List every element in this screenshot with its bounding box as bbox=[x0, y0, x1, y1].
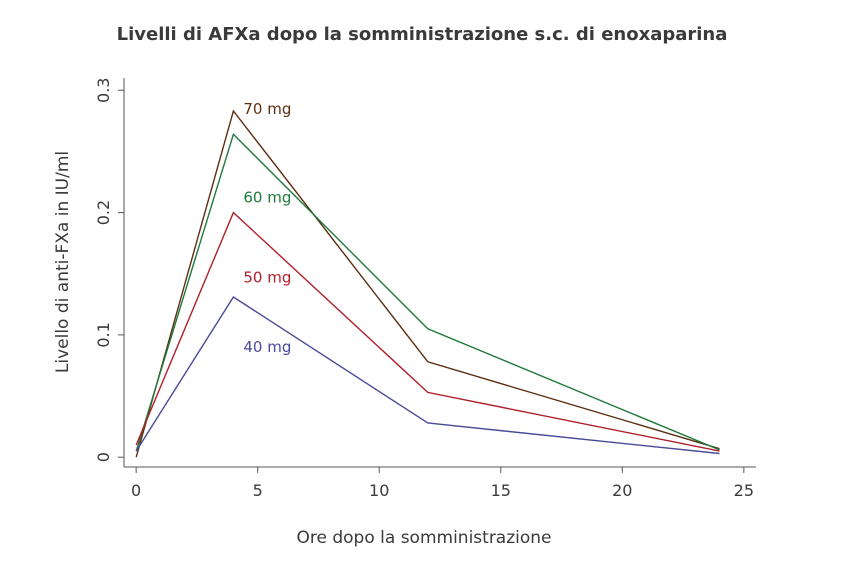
y-tick-label: 0 bbox=[94, 452, 113, 462]
x-ticks: 0 5 10 15 20 25 bbox=[131, 467, 754, 500]
axes bbox=[123, 78, 756, 468]
series-line-70-mg bbox=[135, 109, 720, 458]
series-line-40-mg bbox=[135, 296, 720, 455]
x-tick-label: 15 bbox=[491, 481, 511, 500]
x-tick-label: 25 bbox=[734, 481, 754, 500]
y-tick-label: 0.3 bbox=[94, 78, 113, 103]
x-tick-label: 0 bbox=[131, 481, 141, 500]
series-lines bbox=[135, 109, 720, 458]
series-line-60-mg bbox=[135, 132, 720, 452]
y-tick-label: 0.1 bbox=[94, 322, 113, 347]
y-axis-title: Livello di anti-FXa in IU/ml bbox=[53, 151, 73, 373]
x-axis-title: Ore dopo la somministrazione bbox=[297, 528, 552, 548]
series-labels: 70 mg 60 mg 50 mg 40 mg bbox=[243, 100, 291, 356]
x-tick-label: 10 bbox=[369, 481, 389, 500]
x-tick-label: 5 bbox=[253, 481, 263, 500]
series-label-40-mg: 40 mg bbox=[243, 338, 291, 356]
series-label-70-mg: 70 mg bbox=[243, 100, 291, 118]
chart-title: Livelli di AFXa dopo la somministrazione… bbox=[117, 24, 728, 45]
y-tick-label: 0.2 bbox=[94, 200, 113, 225]
series-label-60-mg: 60 mg bbox=[243, 188, 291, 206]
series-line-50-mg bbox=[135, 211, 720, 452]
y-ticks: 0 0.1 0.2 0.3 bbox=[94, 78, 124, 462]
series-label-50-mg: 50 mg bbox=[243, 269, 291, 287]
x-tick-label: 20 bbox=[612, 481, 632, 500]
